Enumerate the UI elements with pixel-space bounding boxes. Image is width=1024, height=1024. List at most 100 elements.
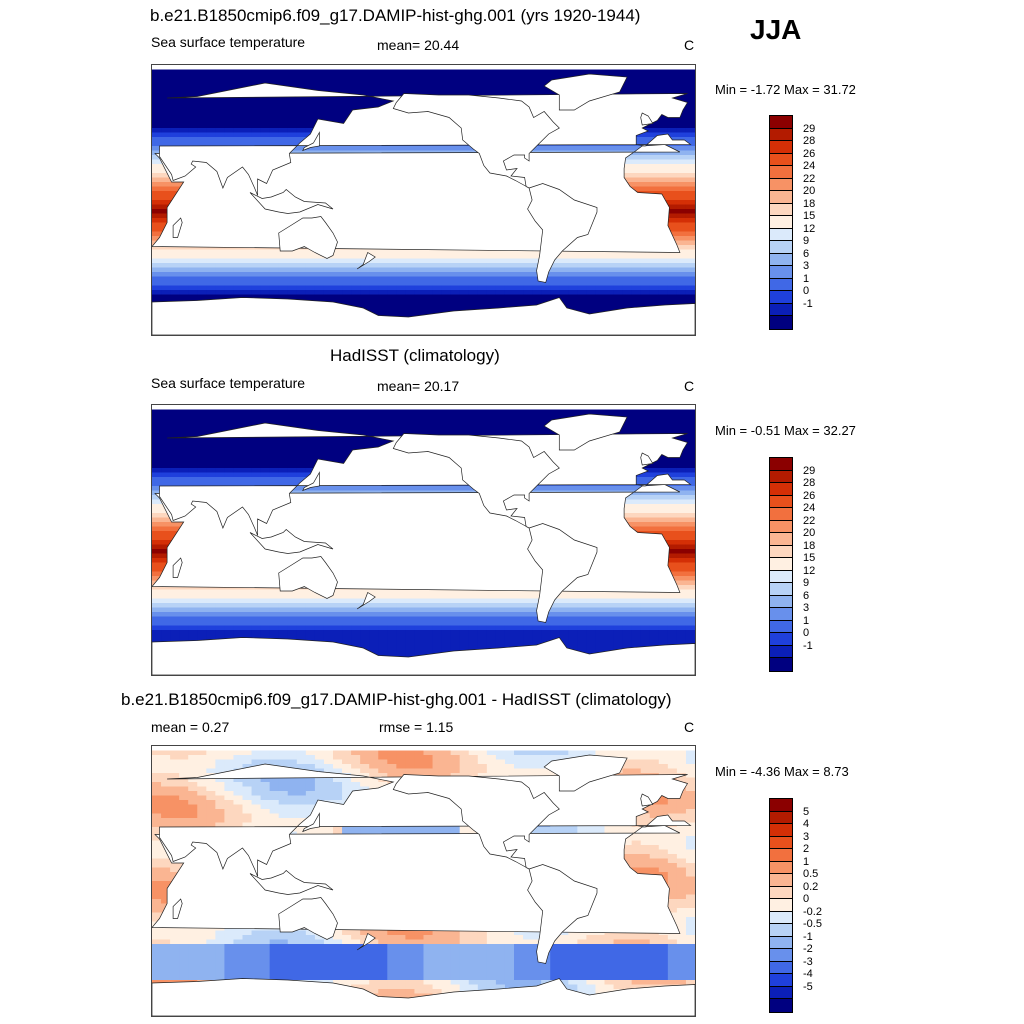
colorbar-segment [770, 116, 792, 129]
landmass-australia [278, 556, 338, 599]
landmass-greenland [543, 413, 628, 451]
colorbar-tick-label: 6 [803, 589, 810, 602]
landmass-antarctica [152, 637, 695, 675]
panel-1-map [151, 64, 696, 336]
colorbar-segment [770, 936, 792, 949]
panel-1-minmax-label: Min = -1.72 Max = 31.72 [715, 82, 856, 97]
landmass-namerica [392, 774, 560, 870]
panel-3-rmse-label: rmse = 1.15 [379, 719, 454, 735]
map-land [152, 73, 695, 335]
colorbar-tick-label: 26 [803, 147, 816, 160]
colorbar-segment [770, 999, 792, 1012]
colorbar-segment [770, 458, 792, 471]
colorbar-tick-label: 0 [803, 627, 810, 639]
colorbar-tick-label: 18 [803, 539, 816, 552]
colorbar-segment [770, 961, 792, 974]
colorbar-segment [770, 861, 792, 874]
colorbar-segment [770, 203, 792, 216]
landmass-indonesia [249, 189, 334, 214]
landmass-uk [640, 452, 654, 466]
landmass-namerica [392, 433, 560, 529]
colorbar-segment [770, 291, 792, 304]
colorbar-tick-label: 28 [803, 477, 816, 489]
colorbar-segment [770, 483, 792, 496]
panel-2-minmax-label: Min = -0.51 Max = 32.27 [715, 423, 856, 438]
colorbar-tick-label: 29 [803, 464, 816, 477]
landmass-antarctica [152, 978, 695, 1016]
colorbar-segment [770, 658, 792, 671]
landmass-samerica [527, 864, 598, 964]
colorbar-tick-label: 20 [803, 527, 816, 539]
colorbar-segment [770, 799, 792, 812]
colorbar-segment [770, 278, 792, 291]
colorbar-segment [770, 153, 792, 166]
colorbar-segment [770, 303, 792, 316]
map-land [152, 754, 695, 1016]
colorbar-tick-label: -5 [803, 980, 813, 993]
colorbar-segment [770, 266, 792, 279]
colorbar-tick-label: -1 [803, 639, 813, 652]
colorbar-segment [770, 316, 792, 329]
colorbar-segment [770, 924, 792, 937]
colorbar-tick-label: 5 [803, 805, 810, 818]
colorbar-tick-label: 26 [803, 489, 816, 502]
colorbar-tick-label: 0 [803, 893, 810, 905]
panel-1-mean-label: mean= 20.44 [377, 37, 460, 53]
colorbar-segment [770, 178, 792, 191]
panel-2-mean-label: mean= 20.17 [377, 378, 460, 394]
panel-3-map [151, 745, 696, 1017]
colorbar-tick-label: 28 [803, 135, 816, 147]
colorbar-segment [770, 545, 792, 558]
panel-3-title: b.e21.B1850cmip6.f09_g17.DAMIP-hist-ghg.… [121, 690, 672, 709]
colorbar-tick-label: 0.5 [803, 868, 819, 880]
panel-3-unit-label: C [684, 719, 695, 735]
colorbar-tick-label: 18 [803, 197, 816, 210]
panel-2-map [151, 404, 696, 676]
colorbar-tick-label: 3 [803, 830, 810, 843]
colorbar-tick-label: 15 [803, 552, 816, 564]
colorbar-tick-label: 2 [803, 843, 810, 855]
landmass-eurasia [159, 422, 692, 536]
landmass-eurasia [159, 763, 692, 877]
panel-3-mean-label: mean = 0.27 [151, 719, 230, 735]
colorbar-segment [770, 128, 792, 141]
colorbar-tick-label: 24 [803, 502, 816, 514]
colorbar-tick-label: 20 [803, 185, 816, 197]
landmass-nz [356, 591, 376, 610]
colorbar-tick-label: 1 [803, 855, 810, 868]
colorbar-segment [770, 836, 792, 849]
landmass-madagascar [172, 557, 183, 578]
landmass-australia [278, 216, 338, 259]
colorbar-segment [770, 583, 792, 596]
landmass-indonesia [249, 870, 334, 895]
colorbar-segment [770, 811, 792, 824]
colorbar-segment [770, 824, 792, 837]
colorbar-tick-label: 6 [803, 247, 810, 260]
colorbar-tick-label: 0 [803, 285, 810, 297]
landmass-nz [356, 251, 376, 270]
landmass-eurasia [159, 82, 692, 196]
colorbar-segment [770, 974, 792, 987]
colorbar-segment [770, 911, 792, 924]
colorbar-segment [770, 558, 792, 571]
panel-1-unit-label: C [684, 37, 695, 53]
colorbar-tick-label: -0.2 [803, 905, 822, 918]
landmass-samerica [527, 523, 598, 623]
season-label: JJA [750, 14, 802, 45]
landmass-samerica [527, 183, 598, 283]
colorbar-tick-label: 15 [803, 210, 816, 222]
colorbar-tick-label: -1 [803, 930, 813, 943]
colorbar-segment [770, 899, 792, 912]
colorbar-tick-label: 9 [803, 235, 810, 247]
colorbar-tick-label: 29 [803, 122, 816, 135]
colorbar-tick-label: 22 [803, 172, 816, 185]
colorbar-segment [770, 241, 792, 254]
colorbar-segment [770, 141, 792, 154]
landmass-indonesia [249, 529, 334, 554]
colorbar-tick-label: 3 [803, 602, 810, 614]
colorbar-segment [770, 874, 792, 887]
colorbar-tick-label: -1 [803, 297, 813, 310]
colorbar-segment [770, 191, 792, 204]
landmass-madagascar [172, 217, 183, 238]
colorbar-tick-label: -4 [803, 968, 813, 980]
